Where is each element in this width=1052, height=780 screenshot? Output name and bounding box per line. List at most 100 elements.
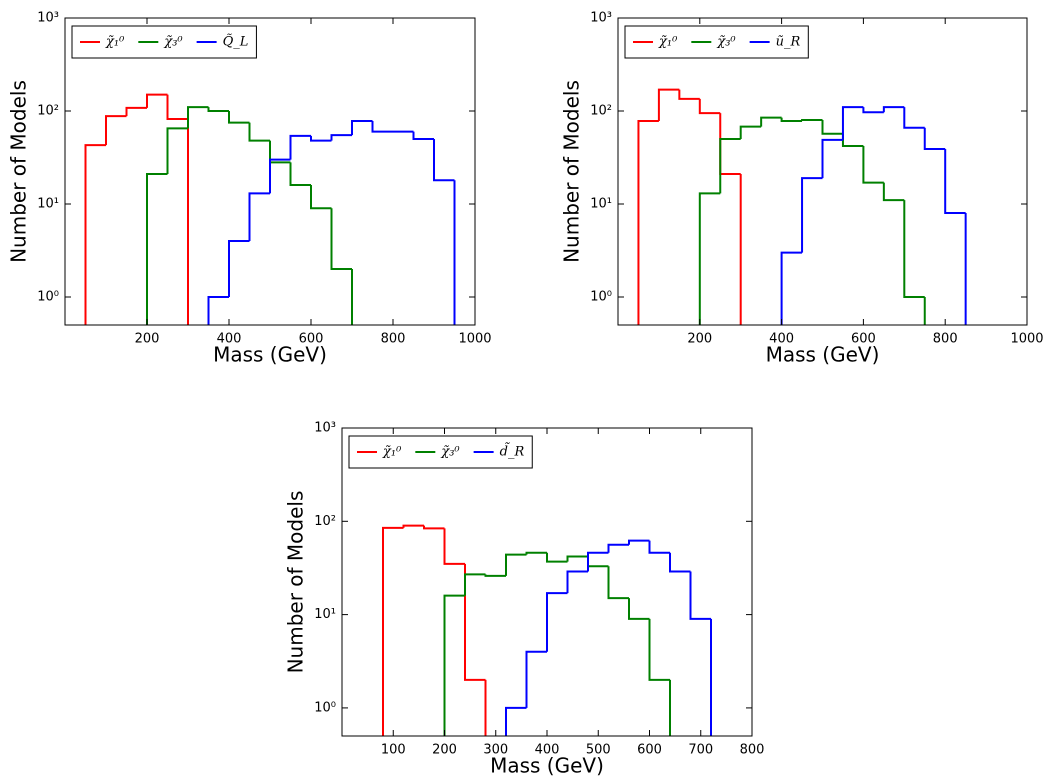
- histogram-step: [382, 526, 404, 736]
- legend-frame: [71, 25, 257, 59]
- histogram-step: [402, 524, 424, 528]
- histogram-step: [248, 192, 270, 242]
- legend-label: χ̃₁⁰: [658, 35, 678, 50]
- histogram-step: [269, 158, 291, 194]
- histogram-step: [882, 182, 905, 202]
- legend: χ̃₁⁰ χ̃₃⁰ Q̃_L: [71, 25, 257, 59]
- histogram-step: [760, 116, 782, 127]
- histogram-step: [719, 137, 741, 194]
- histogram-step: [505, 553, 527, 576]
- histogram-step: [780, 251, 803, 325]
- histogram-step: [689, 571, 711, 620]
- histogram-step: [566, 570, 588, 594]
- histogram-step: [330, 208, 352, 271]
- histogram-step: [546, 552, 568, 563]
- histogram-step: [207, 296, 229, 325]
- x-tick-label: 400: [769, 332, 794, 347]
- histogram-step: [648, 618, 670, 681]
- histogram-step: [628, 598, 650, 620]
- histogram-step: [84, 144, 106, 325]
- histogram-step: [371, 121, 393, 133]
- histogram-step: [248, 122, 270, 142]
- histogram-step: [525, 551, 547, 555]
- y-tick-label: 10¹: [37, 197, 59, 212]
- histogram-step: [105, 115, 127, 146]
- histogram-step: [125, 106, 147, 117]
- chart: 10⁰ 10¹ 10² 10³ 100 200 300 400 500 600 700 800 Mass…: [284, 421, 765, 778]
- y-tick-label: 10¹: [314, 607, 336, 622]
- histogram-step: [587, 556, 609, 568]
- x-tick-label: 200: [432, 743, 457, 758]
- histogram-step: [739, 125, 762, 139]
- y-tick-label: 10⁰: [37, 290, 59, 305]
- histogram-step: [678, 89, 700, 100]
- legend-label: χ̃₁⁰: [382, 445, 402, 460]
- histogram-step: [669, 552, 691, 573]
- histogram-step: [505, 706, 527, 736]
- histogram-step: [187, 106, 209, 129]
- x-tick-label: 600: [851, 332, 876, 347]
- histogram-step: [207, 107, 229, 113]
- legend-label: χ̃₃⁰: [716, 35, 736, 50]
- x-tick-label: 100: [381, 743, 406, 758]
- histogram-step: [423, 525, 445, 530]
- histogram-step: [146, 173, 168, 325]
- histogram-step: [821, 120, 843, 135]
- y-tick-label: 10²: [314, 514, 336, 529]
- histogram-step: [698, 98, 721, 115]
- x-tick-label: 1000: [458, 332, 491, 347]
- x-tick-label: 800: [933, 332, 958, 347]
- histogram-step: [628, 539, 650, 545]
- legend: χ̃₁⁰ χ̃₃⁰ ũ_R: [624, 25, 809, 59]
- x-tick-label: 400: [217, 332, 242, 347]
- y-axis-label: Number of Models: [560, 80, 584, 263]
- legend-label: ũ_R: [776, 35, 801, 50]
- histogram-step: [310, 185, 332, 210]
- histogram-step: [464, 563, 486, 681]
- histogram-step: [862, 146, 884, 184]
- histogram-step: [433, 138, 455, 182]
- legend-label: χ̃₃⁰: [163, 35, 183, 50]
- x-axis-label: Mass (GeV): [213, 343, 327, 367]
- histogram-step: [801, 119, 823, 122]
- histogram-step: [587, 551, 609, 572]
- legend-label: χ̃₁⁰: [105, 35, 125, 50]
- histogram-step: [882, 106, 905, 113]
- x-tick-label: 300: [483, 743, 508, 758]
- histogram-step: [546, 592, 568, 652]
- legend: χ̃₁⁰ χ̃₃⁰ d̃_R: [348, 435, 533, 469]
- x-tick-label: 500: [586, 743, 611, 758]
- x-axis-label: Mass (GeV): [490, 754, 604, 778]
- histogram-step: [166, 94, 188, 121]
- legend-frame: [624, 25, 809, 59]
- x-tick-label: 600: [299, 332, 324, 347]
- histogram-step: [351, 120, 373, 136]
- histogram-step: [841, 133, 864, 148]
- histogram-step: [780, 117, 803, 123]
- legend-label: Q̃_L: [223, 33, 249, 49]
- histogram-step: [484, 574, 506, 577]
- histogram-step: [841, 106, 864, 140]
- plot-frame: [617, 17, 1028, 326]
- y-tick-label: 10²: [590, 104, 612, 119]
- chart: 10⁰ 10¹ 10² 10³ 200 400 600 800 1000 Mass (GeV) Nu…: [7, 11, 492, 367]
- chart: 10⁰ 10¹ 10² 10³ 200 400 600 800 1000 Mass (GeV) Nu…: [560, 11, 1044, 367]
- histogram-step: [607, 543, 629, 553]
- x-tick-label: 600: [637, 743, 662, 758]
- x-tick-label: 1000: [1010, 332, 1043, 347]
- histogram-step: [719, 113, 741, 176]
- histogram-step: [657, 88, 680, 122]
- histogram-step: [289, 134, 311, 160]
- histogram-step: [821, 138, 843, 179]
- histogram-step: [228, 240, 250, 298]
- y-tick-label: 10³: [590, 11, 612, 26]
- y-axis-label: Number of Models: [7, 80, 31, 263]
- histogram-step: [330, 134, 352, 141]
- histogram-step: [648, 540, 670, 554]
- legend-label: χ̃₃⁰: [440, 445, 460, 460]
- histogram-step: [146, 93, 168, 108]
- x-tick-label: 200: [687, 332, 712, 347]
- histogram-step: [698, 192, 721, 325]
